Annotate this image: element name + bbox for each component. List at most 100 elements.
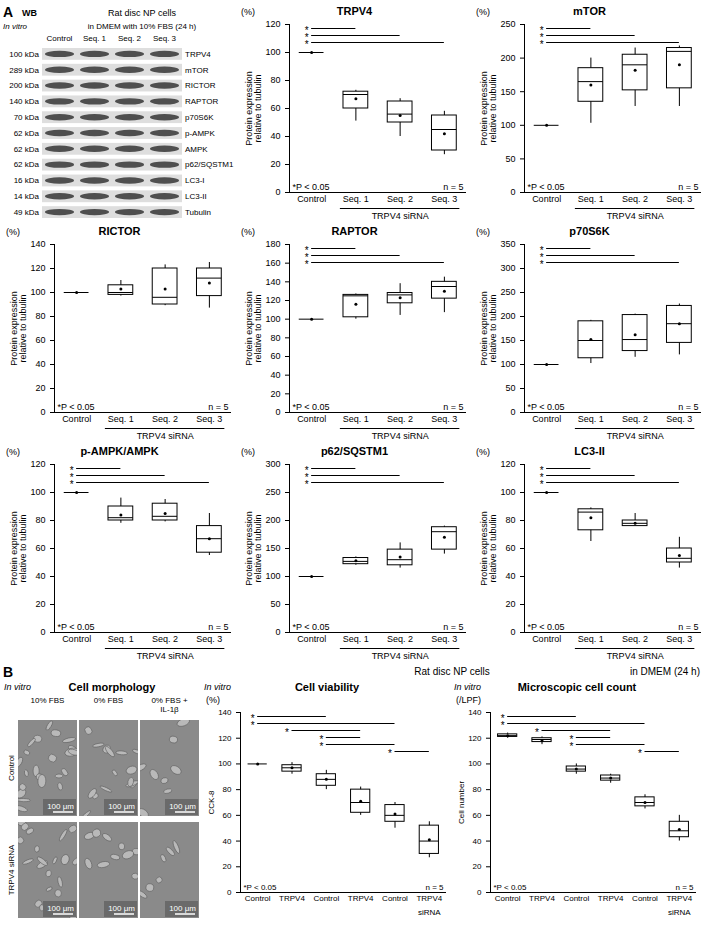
svg-text:Control: Control <box>532 634 561 644</box>
svg-text:350: 350 <box>500 239 515 249</box>
svg-text:Seq. 1: Seq. 1 <box>343 194 369 204</box>
svg-text:*: * <box>305 259 309 270</box>
svg-text:0: 0 <box>275 407 280 417</box>
svg-text:*: * <box>540 259 544 270</box>
svg-text:Protein expressionrelative to: Protein expressionrelative to tubulin <box>479 511 498 586</box>
svg-text:AMPK: AMPK <box>185 145 208 154</box>
svg-text:20: 20 <box>270 159 280 169</box>
svg-text:160: 160 <box>265 258 280 268</box>
svg-text:*P < 0.05: *P < 0.05 <box>293 402 330 412</box>
svg-text:*: * <box>540 479 544 490</box>
svg-text:10% FBS: 10% FBS <box>31 696 65 705</box>
svg-text:Control: Control <box>382 894 408 903</box>
svg-text:*: * <box>638 748 642 759</box>
svg-text:Control: Control <box>532 414 561 424</box>
svg-text:n = 5: n = 5 <box>675 883 694 892</box>
svg-text:IL-1β: IL-1β <box>160 705 179 714</box>
svg-text:n = 5: n = 5 <box>443 402 463 412</box>
svg-text:Seq. 1: Seq. 1 <box>343 634 369 644</box>
svg-text:*P < 0.05: *P < 0.05 <box>494 883 528 892</box>
svg-text:150: 150 <box>500 87 515 97</box>
svg-text:*: * <box>285 727 289 738</box>
svg-text:20: 20 <box>223 862 232 871</box>
svg-text:80: 80 <box>35 311 45 321</box>
svg-text:120: 120 <box>265 19 280 29</box>
svg-text:TRPV4: TRPV4 <box>279 894 305 903</box>
svg-text:120: 120 <box>500 459 515 469</box>
svg-text:Seq. 1: Seq. 1 <box>578 634 604 644</box>
svg-text:*: * <box>305 479 309 490</box>
svg-text:0: 0 <box>275 627 280 637</box>
svg-text:RAPTOR: RAPTOR <box>185 97 218 106</box>
svg-text:Seq. 2: Seq. 2 <box>622 634 648 644</box>
svg-text:Control: Control <box>62 414 91 424</box>
svg-text:Seq. 3: Seq. 3 <box>666 414 692 424</box>
svg-text:Seq. 1: Seq. 1 <box>108 414 134 424</box>
svg-text:100 μm: 100 μm <box>169 904 196 913</box>
svg-text:250: 250 <box>500 287 515 297</box>
svg-text:p70S6K: p70S6K <box>185 113 214 122</box>
svg-text:LC3-II: LC3-II <box>185 192 207 201</box>
svg-text:Seq. 2: Seq. 2 <box>387 194 413 204</box>
svg-text:140: 140 <box>218 708 232 717</box>
svg-text:siRNA: siRNA <box>418 908 441 917</box>
svg-text:Seq. 3: Seq. 3 <box>666 194 692 204</box>
svg-text:siRNA: siRNA <box>668 908 691 917</box>
svg-text:60: 60 <box>270 103 280 113</box>
svg-text:Protein expressionrelative to: Protein expressionrelative to tubulin <box>244 511 263 586</box>
svg-text:40: 40 <box>270 131 280 141</box>
svg-text:n = 5: n = 5 <box>678 402 698 412</box>
svg-text:Control: Control <box>632 894 658 903</box>
svg-text:Protein expressionrelative to: Protein expressionrelative to tubulin <box>244 71 263 146</box>
svg-text:Rat disc NP cells: Rat disc NP cells <box>108 8 176 18</box>
svg-text:Seq. 3: Seq. 3 <box>431 414 457 424</box>
svg-text:100 μm: 100 μm <box>169 802 196 811</box>
svg-text:TRPV4 siRNA: TRPV4 siRNA <box>137 431 194 441</box>
svg-text:Control: Control <box>62 634 91 644</box>
svg-text:*P < 0.05: *P < 0.05 <box>528 622 565 632</box>
svg-text:RICTOR: RICTOR <box>185 81 216 90</box>
svg-text:Control: Control <box>563 894 589 903</box>
svg-text:TRPV4 siRNA: TRPV4 siRNA <box>372 431 429 441</box>
svg-text:0% FBS +: 0% FBS + <box>151 696 188 705</box>
svg-text:Seq. 2: Seq. 2 <box>152 414 178 424</box>
svg-text:n = 5: n = 5 <box>678 622 698 632</box>
svg-text:120: 120 <box>218 734 232 743</box>
svg-text:Seq. 3: Seq. 3 <box>431 194 457 204</box>
svg-text:0: 0 <box>40 627 45 637</box>
svg-text:289 kDa: 289 kDa <box>9 66 39 75</box>
svg-text:100: 100 <box>468 759 482 768</box>
svg-text:300: 300 <box>500 263 515 273</box>
svg-text:TRPV4 siRNA: TRPV4 siRNA <box>137 651 194 661</box>
svg-text:Control: Control <box>313 894 339 903</box>
svg-text:TRPV4 siRNA: TRPV4 siRNA <box>607 431 664 441</box>
svg-text:Control: Control <box>47 34 73 43</box>
svg-text:Seq. 2: Seq. 2 <box>118 34 142 43</box>
svg-text:in DMEM with 10% FBS (24 h): in DMEM with 10% FBS (24 h) <box>88 22 197 31</box>
svg-text:100: 100 <box>30 487 45 497</box>
svg-text:60: 60 <box>35 543 45 553</box>
svg-text:80: 80 <box>473 785 482 794</box>
svg-text:60: 60 <box>270 351 280 361</box>
svg-text:Seq. 2: Seq. 2 <box>387 414 413 424</box>
svg-text:mTOR: mTOR <box>185 66 209 75</box>
svg-text:0% FBS: 0% FBS <box>94 696 123 705</box>
svg-text:TRPV4: TRPV4 <box>348 894 374 903</box>
svg-text:50: 50 <box>505 154 515 164</box>
svg-text:Seq. 2: Seq. 2 <box>387 634 413 644</box>
svg-text:Control: Control <box>297 414 326 424</box>
svg-text:250: 250 <box>265 487 280 497</box>
svg-text:0: 0 <box>510 407 515 417</box>
svg-text:Protein expressionrelative to: Protein expressionrelative to tubulin <box>479 71 498 146</box>
svg-text:40: 40 <box>223 837 232 846</box>
svg-text:80: 80 <box>270 333 280 343</box>
svg-text:TRPV4: TRPV4 <box>185 50 211 59</box>
svg-text:Control: Control <box>297 634 326 644</box>
svg-text:n = 5: n = 5 <box>678 182 698 192</box>
svg-text:80: 80 <box>505 515 515 525</box>
svg-text:20: 20 <box>270 389 280 399</box>
svg-text:*P < 0.05: *P < 0.05 <box>244 883 278 892</box>
svg-text:Control: Control <box>532 194 561 204</box>
svg-text:62 kDa: 62 kDa <box>14 145 40 154</box>
svg-text:Control: Control <box>7 755 16 781</box>
